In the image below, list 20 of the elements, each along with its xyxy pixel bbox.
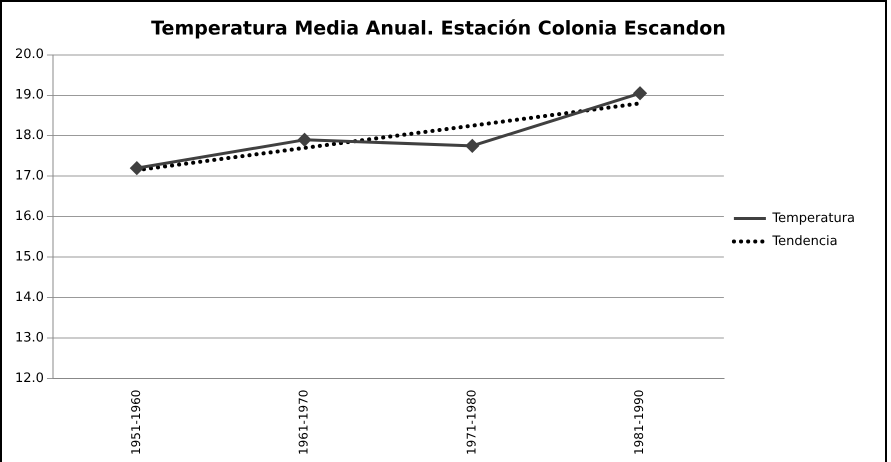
point	[298, 133, 312, 146]
x-tick-label: 1961-1970	[296, 390, 311, 456]
legend-label: Temperatura	[771, 210, 856, 226]
point	[466, 139, 479, 152]
y-tick-label: 17.0	[14, 168, 44, 184]
y-tick-label: 20.0	[14, 47, 44, 62]
y-tick-label: 15.0	[14, 250, 44, 265]
y-tick-label: 13.0	[14, 330, 44, 346]
y-tick-label: 14.0	[14, 290, 44, 306]
x-tick-label: 1981-1990	[632, 390, 646, 456]
point	[130, 162, 144, 175]
x-tick-label: 1951-1960	[128, 390, 143, 456]
y-tick-label: 19.0	[14, 88, 44, 103]
y-tick-label: 18.0	[14, 128, 44, 144]
y-tick-label: 16.0	[14, 209, 44, 224]
y-tick-label: 12.0	[14, 370, 44, 386]
point	[634, 86, 647, 100]
x-tick-label: 1971-1980	[464, 390, 478, 456]
legend-label: Tendencia	[771, 234, 838, 249]
chart-title: Temperatura Media Anual. Estación Colonia Escandon	[151, 17, 726, 40]
